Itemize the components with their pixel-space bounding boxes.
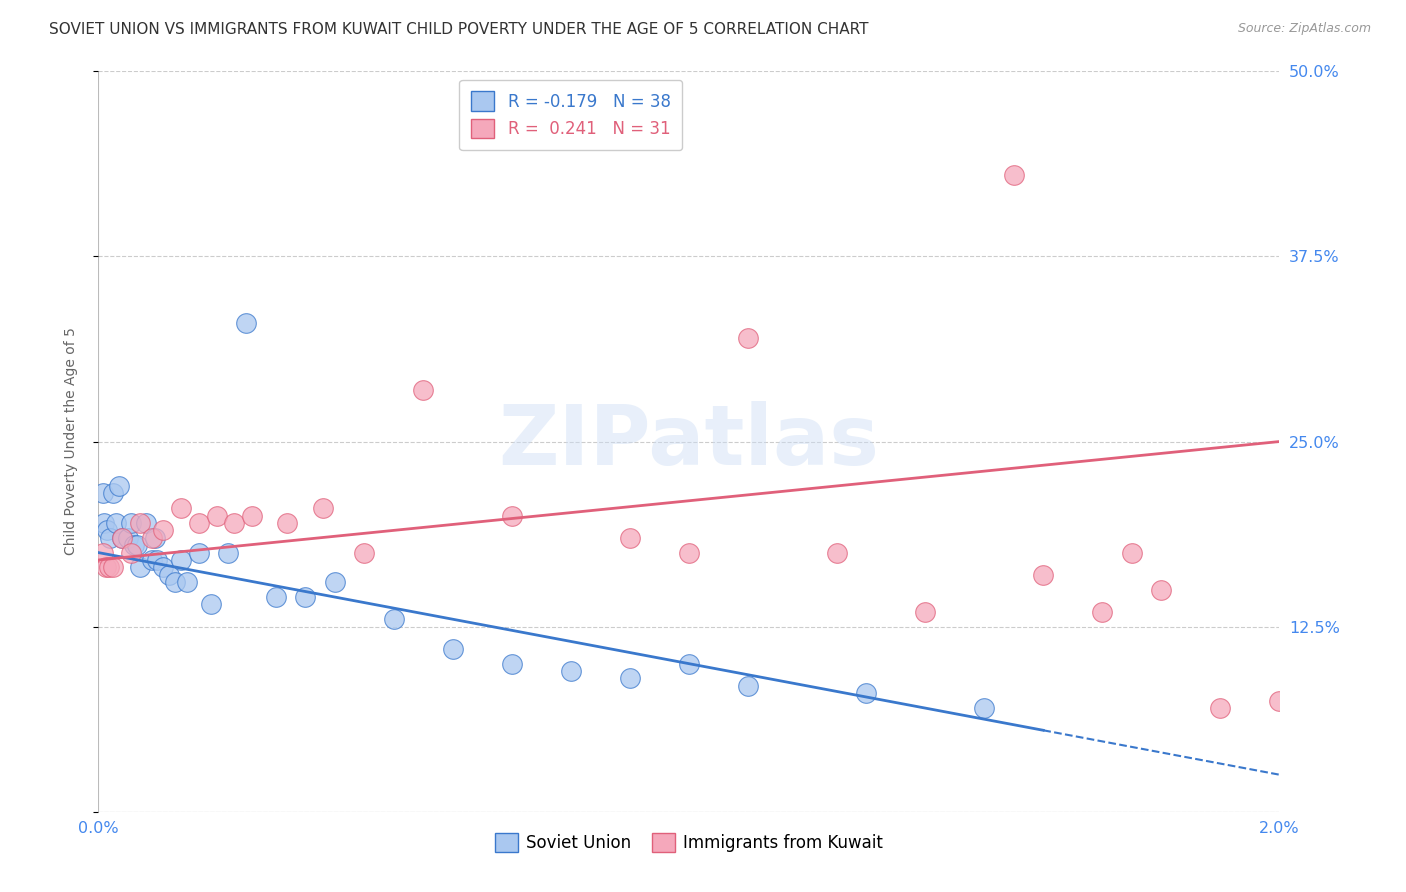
Point: [105, 516, 128, 530]
Point: [135, 516, 157, 530]
Point: [143, 531, 166, 545]
Point: [678, 657, 700, 671]
Point: [312, 501, 335, 516]
Point: [103, 486, 125, 500]
Point: [108, 479, 131, 493]
Point: [128, 516, 150, 530]
Point: [146, 553, 169, 567]
Point: [235, 316, 257, 330]
Point: [501, 657, 523, 671]
Point: [855, 686, 877, 700]
Point: [98, 531, 121, 545]
Point: [441, 641, 464, 656]
Point: [125, 538, 148, 552]
Point: [1121, 546, 1143, 560]
Point: [103, 560, 125, 574]
Point: [224, 516, 246, 530]
Point: [176, 575, 198, 590]
Point: [1209, 701, 1232, 715]
Point: [205, 508, 228, 523]
Point: [170, 553, 193, 567]
Point: [323, 575, 346, 590]
Point: [152, 524, 174, 538]
Point: [294, 590, 316, 604]
Point: [619, 531, 641, 545]
Point: [560, 664, 582, 678]
Point: [128, 560, 150, 574]
Point: [217, 546, 239, 560]
Point: [120, 516, 142, 530]
Point: [276, 516, 298, 530]
Point: [1268, 694, 1291, 708]
Point: [1002, 168, 1025, 182]
Point: [120, 546, 142, 560]
Text: SOVIET UNION VS IMMIGRANTS FROM KUWAIT CHILD POVERTY UNDER THE AGE OF 5 CORRELAT: SOVIET UNION VS IMMIGRANTS FROM KUWAIT C…: [49, 22, 869, 37]
Point: [96, 524, 118, 538]
Point: [111, 531, 134, 545]
Point: [1091, 605, 1114, 619]
Point: [170, 501, 193, 516]
Point: [914, 605, 936, 619]
Point: [678, 546, 700, 560]
Point: [619, 672, 641, 686]
Point: [122, 538, 145, 552]
Text: ZIPatlas: ZIPatlas: [499, 401, 879, 482]
Point: [141, 553, 163, 567]
Point: [353, 546, 375, 560]
Point: [152, 560, 174, 574]
Point: [973, 701, 995, 715]
Point: [1150, 582, 1173, 597]
Point: [412, 383, 434, 397]
Point: [141, 531, 163, 545]
Text: Source: ZipAtlas.com: Source: ZipAtlas.com: [1237, 22, 1371, 36]
Point: [1032, 567, 1054, 582]
Point: [240, 508, 263, 523]
Point: [737, 679, 759, 693]
Point: [117, 531, 139, 545]
Y-axis label: Child Poverty Under the Age of 5: Child Poverty Under the Age of 5: [63, 327, 77, 556]
Point: [187, 546, 209, 560]
Point: [98, 560, 121, 574]
Point: [91, 486, 114, 500]
Legend: Soviet Union, Immigrants from Kuwait: Soviet Union, Immigrants from Kuwait: [488, 826, 890, 859]
Point: [157, 567, 180, 582]
Point: [264, 590, 287, 604]
Point: [825, 546, 848, 560]
Point: [200, 598, 222, 612]
Point: [91, 546, 114, 560]
Point: [187, 516, 209, 530]
Point: [165, 575, 187, 590]
Point: [93, 516, 115, 530]
Point: [111, 531, 134, 545]
Point: [382, 612, 405, 626]
Point: [501, 508, 523, 523]
Point: [737, 331, 759, 345]
Point: [94, 560, 117, 574]
